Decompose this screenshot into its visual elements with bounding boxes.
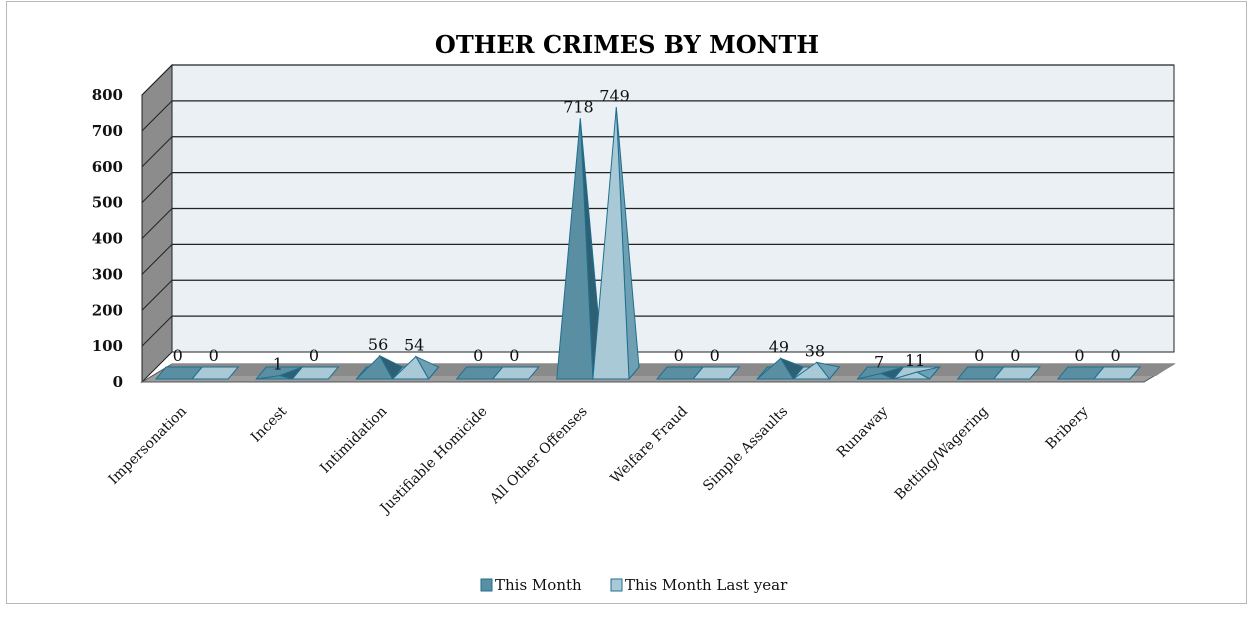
side-gridline — [141, 279, 173, 311]
side-gridline — [141, 244, 173, 275]
bar-base — [191, 366, 240, 380]
bar-base — [692, 366, 741, 380]
bar-base — [992, 366, 1041, 380]
y-axis-ticks: 0 100 200 300 400 500 600 700 800 — [92, 86, 123, 391]
y-tick-label: 100 — [92, 337, 123, 355]
y-tick-label: 300 — [92, 265, 123, 283]
x-tick-label: Intimidation — [317, 404, 390, 477]
data-label: 54 — [404, 336, 424, 355]
x-tick-label: Incest — [248, 403, 290, 445]
data-label: 0 — [1110, 346, 1120, 365]
side-gridline — [141, 208, 173, 239]
data-label: 0 — [473, 346, 483, 365]
x-tick-label: All Other Offenses — [486, 404, 590, 508]
data-label: 11 — [905, 351, 925, 370]
data-labels: 0 0 1 0 56 54 0 0 718 749 0 0 49 38 7 11 0 0 0 0 — [173, 86, 1121, 373]
x-tick-label: Runaway — [834, 403, 891, 460]
data-label: 38 — [805, 341, 825, 360]
data-label: 0 — [509, 346, 519, 365]
data-label: 0 — [974, 346, 984, 365]
y-tick-label: 500 — [92, 194, 123, 212]
chart-title: OTHER CRIMES BY MONTH — [435, 30, 819, 59]
y-tick-label: 600 — [92, 158, 123, 176]
legend-swatch — [480, 578, 493, 592]
data-label: 0 — [209, 346, 219, 365]
pyramid-bar — [556, 118, 594, 380]
x-tick-label: Justifiable Homicide — [376, 404, 490, 518]
legend-label: This Month Last year — [625, 576, 788, 594]
chart-frame: 0 100 200 300 400 500 600 700 800 Impersonation I… — [6, 1, 1247, 604]
side-gridline — [141, 100, 173, 132]
data-label: 0 — [309, 346, 319, 365]
data-label: 7 — [874, 352, 884, 371]
x-tick-label: Bribery — [1043, 403, 1092, 452]
pyramid-bar — [256, 375, 293, 380]
pyramid-bar — [592, 107, 630, 380]
pyramid-bar — [791, 361, 831, 380]
data-label: 0 — [173, 346, 183, 365]
data-label: 0 — [674, 346, 684, 365]
data-label: 56 — [368, 335, 388, 354]
bar-base — [291, 366, 340, 380]
x-tick-label: Welfare Fraud — [608, 403, 691, 486]
side-gridline — [141, 172, 173, 203]
y-tick-label: 800 — [92, 86, 123, 104]
side-gridline — [141, 136, 173, 168]
y-tick-label: 700 — [92, 122, 123, 140]
x-tick-label: Simple Assaults — [700, 404, 791, 495]
x-tick-label: Impersonation — [106, 404, 190, 488]
data-label: 749 — [599, 86, 630, 105]
bar-base — [1092, 366, 1142, 380]
data-label: 0 — [710, 346, 720, 365]
chart-walls — [141, 63, 1175, 384]
side-gridline — [141, 64, 173, 96]
data-marks — [154, 107, 1142, 381]
pyramid-bar — [355, 355, 394, 380]
side-gridline — [141, 315, 173, 347]
pyramid-bar — [893, 371, 930, 380]
pyramid-bar — [755, 357, 795, 380]
y-tick-label: 400 — [92, 230, 123, 248]
gridlines — [141, 64, 1174, 347]
x-axis-categories: Impersonation Incest IntimidationJustifiab… — [106, 403, 1092, 518]
data-label: 0 — [1074, 346, 1084, 365]
legend-label: This Month — [495, 576, 582, 594]
data-label: 718 — [563, 97, 594, 116]
pyramid-bar — [391, 355, 430, 380]
data-label: 49 — [769, 337, 789, 356]
bar-base — [491, 366, 540, 380]
legend-swatch — [610, 578, 623, 592]
y-tick-label: 0 — [113, 373, 123, 391]
data-label: 0 — [1010, 346, 1020, 365]
data-label: 1 — [273, 355, 283, 374]
y-tick-label: 200 — [92, 301, 123, 319]
legend: This Month This Month Last year — [480, 576, 788, 594]
pyramid-bar — [857, 372, 894, 380]
x-tick-label: Betting/Wagering — [892, 403, 992, 503]
